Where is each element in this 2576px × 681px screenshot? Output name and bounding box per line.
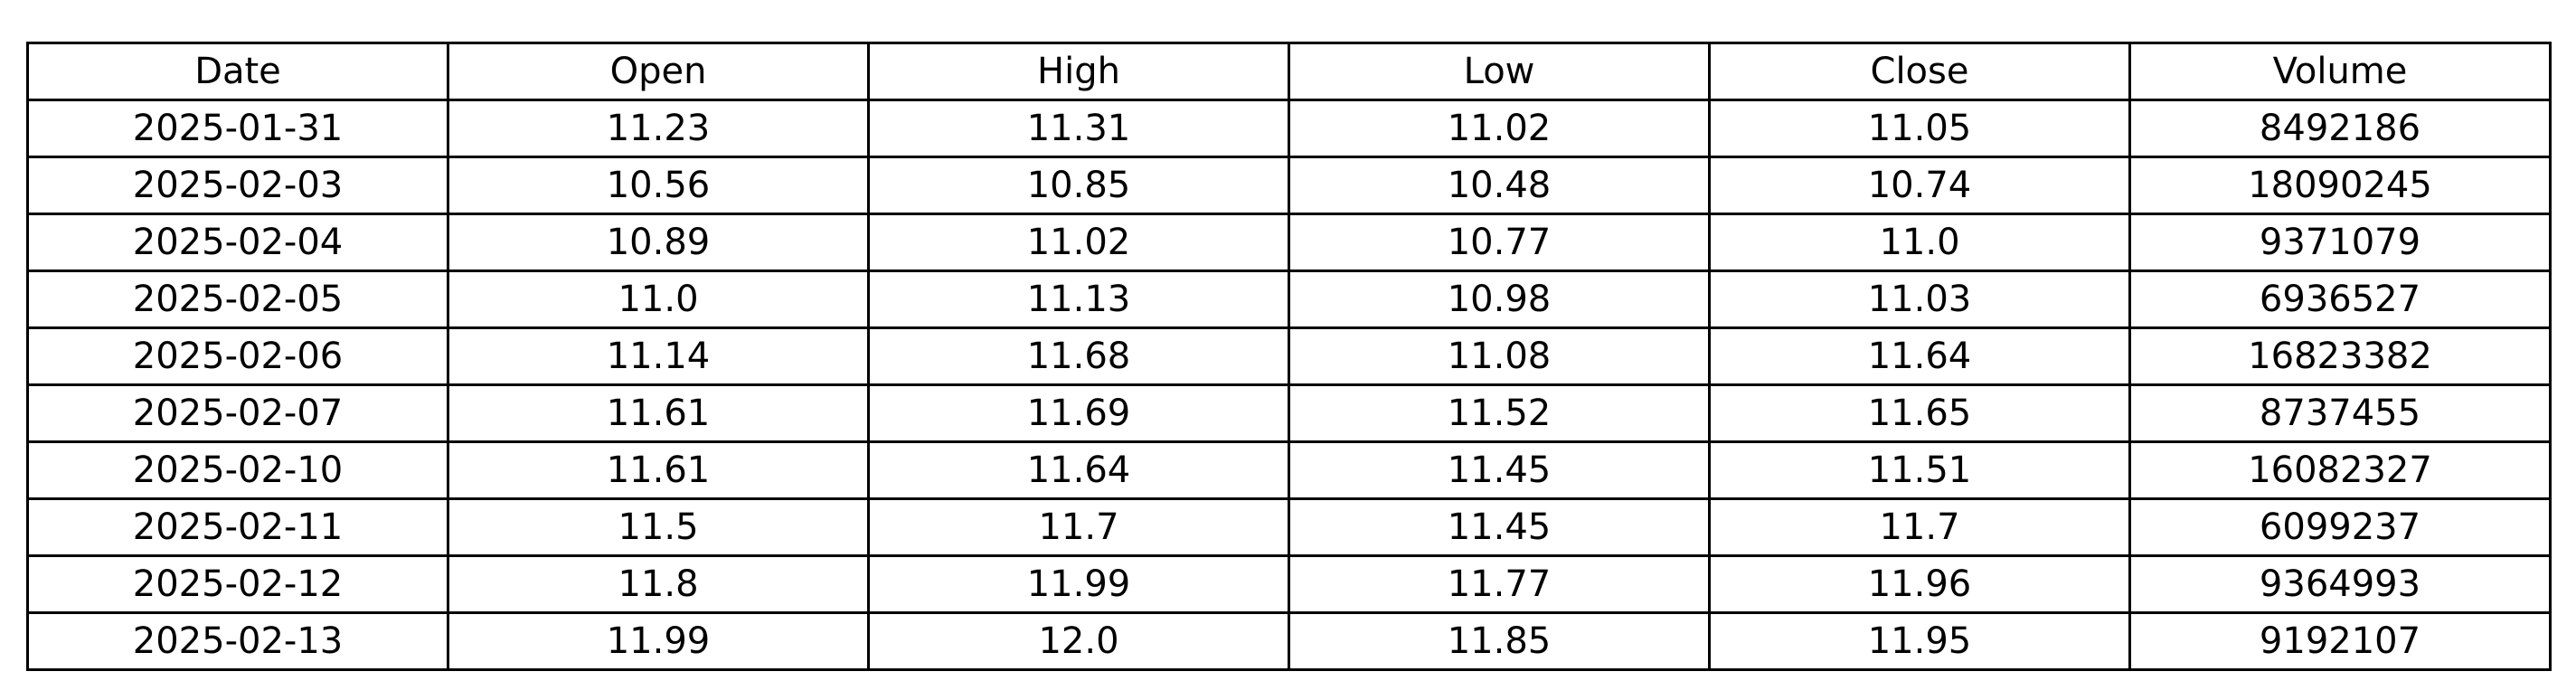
cell-close: 11.0	[1708, 213, 2131, 272]
cell-low: 11.08	[1288, 326, 1711, 386]
cell-volume: 9364993	[2128, 554, 2552, 614]
cell-low: 11.02	[1288, 99, 1711, 158]
cell-low: 10.48	[1288, 156, 1711, 215]
price-table-container: Date Open High Low Close Volume 2025-01-…	[26, 42, 2552, 671]
table-row: 2025-02-07 11.61 11.69 11.52 11.65 8737455	[26, 383, 2552, 443]
cell-volume: 16823382	[2128, 326, 2552, 386]
cell-close: 11.96	[1708, 554, 2131, 614]
cell-open: 10.89	[447, 213, 870, 272]
cell-high: 11.68	[867, 326, 1290, 386]
cell-close: 11.65	[1708, 383, 2131, 443]
column-header-low: Low	[1288, 42, 1711, 101]
cell-low: 10.77	[1288, 213, 1711, 272]
column-header-high: High	[867, 42, 1290, 101]
cell-volume: 16082327	[2128, 440, 2552, 500]
cell-open: 11.14	[447, 326, 870, 386]
table-row: 2025-01-31 11.23 11.31 11.02 11.05 8492186	[26, 99, 2552, 158]
cell-high: 11.64	[867, 440, 1290, 500]
cell-high: 10.85	[867, 156, 1290, 215]
cell-date: 2025-02-10	[26, 440, 449, 500]
column-header-date: Date	[26, 42, 449, 101]
header-row: Date Open High Low Close Volume	[26, 42, 2552, 101]
cell-volume: 9192107	[2128, 611, 2552, 671]
cell-volume: 6099237	[2128, 497, 2552, 557]
column-header-close: Close	[1708, 42, 2131, 101]
cell-close: 10.74	[1708, 156, 2131, 215]
cell-low: 11.45	[1288, 440, 1711, 500]
cell-open: 11.5	[447, 497, 870, 557]
cell-open: 10.56	[447, 156, 870, 215]
cell-open: 11.61	[447, 440, 870, 500]
cell-open: 11.8	[447, 554, 870, 614]
cell-low: 11.77	[1288, 554, 1711, 614]
cell-low: 11.85	[1288, 611, 1711, 671]
table-row: 2025-02-03 10.56 10.85 10.48 10.74 18090245	[26, 156, 2552, 215]
table-row: 2025-02-10 11.61 11.64 11.45 11.51 16082327	[26, 440, 2552, 500]
cell-high: 11.7	[867, 497, 1290, 557]
cell-low: 10.98	[1288, 270, 1711, 329]
cell-volume: 8492186	[2128, 99, 2552, 158]
table-row: 2025-02-04 10.89 11.02 10.77 11.0 9371079	[26, 213, 2552, 272]
cell-open: 11.61	[447, 383, 870, 443]
column-header-volume: Volume	[2128, 42, 2552, 101]
table-row: 2025-02-05 11.0 11.13 10.98 11.03 6936527	[26, 270, 2552, 329]
cell-date: 2025-02-05	[26, 270, 449, 329]
cell-date: 2025-02-04	[26, 213, 449, 272]
cell-close: 11.64	[1708, 326, 2131, 386]
table-row: 2025-02-12 11.8 11.99 11.77 11.96 9364993	[26, 554, 2552, 614]
cell-volume: 8737455	[2128, 383, 2552, 443]
cell-date: 2025-02-07	[26, 383, 449, 443]
column-header-open: Open	[447, 42, 870, 101]
cell-high: 11.31	[867, 99, 1290, 158]
cell-high: 11.99	[867, 554, 1290, 614]
table-row: 2025-02-11 11.5 11.7 11.45 11.7 6099237	[26, 497, 2552, 557]
cell-close: 11.03	[1708, 270, 2131, 329]
cell-low: 11.52	[1288, 383, 1711, 443]
cell-open: 11.99	[447, 611, 870, 671]
cell-volume: 18090245	[2128, 156, 2552, 215]
cell-date: 2025-02-06	[26, 326, 449, 386]
cell-high: 11.13	[867, 270, 1290, 329]
cell-volume: 9371079	[2128, 213, 2552, 272]
cell-close: 11.51	[1708, 440, 2131, 500]
cell-high: 12.0	[867, 611, 1290, 671]
cell-date: 2025-02-12	[26, 554, 449, 614]
cell-date: 2025-01-31	[26, 99, 449, 158]
cell-low: 11.45	[1288, 497, 1711, 557]
table-row: 2025-02-13 11.99 12.0 11.85 11.95 9192107	[26, 611, 2552, 671]
table-row: 2025-02-06 11.14 11.68 11.08 11.64 16823382	[26, 326, 2552, 386]
price-table: Date Open High Low Close Volume 2025-01-…	[26, 42, 2552, 671]
cell-open: 11.23	[447, 99, 870, 158]
cell-high: 11.02	[867, 213, 1290, 272]
cell-open: 11.0	[447, 270, 870, 329]
cell-close: 11.05	[1708, 99, 2131, 158]
cell-high: 11.69	[867, 383, 1290, 443]
table-body: 2025-01-31 11.23 11.31 11.02 11.05 8492186 202…	[26, 99, 2552, 671]
cell-close: 11.95	[1708, 611, 2131, 671]
cell-volume: 6936527	[2128, 270, 2552, 329]
cell-date: 2025-02-03	[26, 156, 449, 215]
cell-close: 11.7	[1708, 497, 2131, 557]
cell-date: 2025-02-13	[26, 611, 449, 671]
cell-date: 2025-02-11	[26, 497, 449, 557]
